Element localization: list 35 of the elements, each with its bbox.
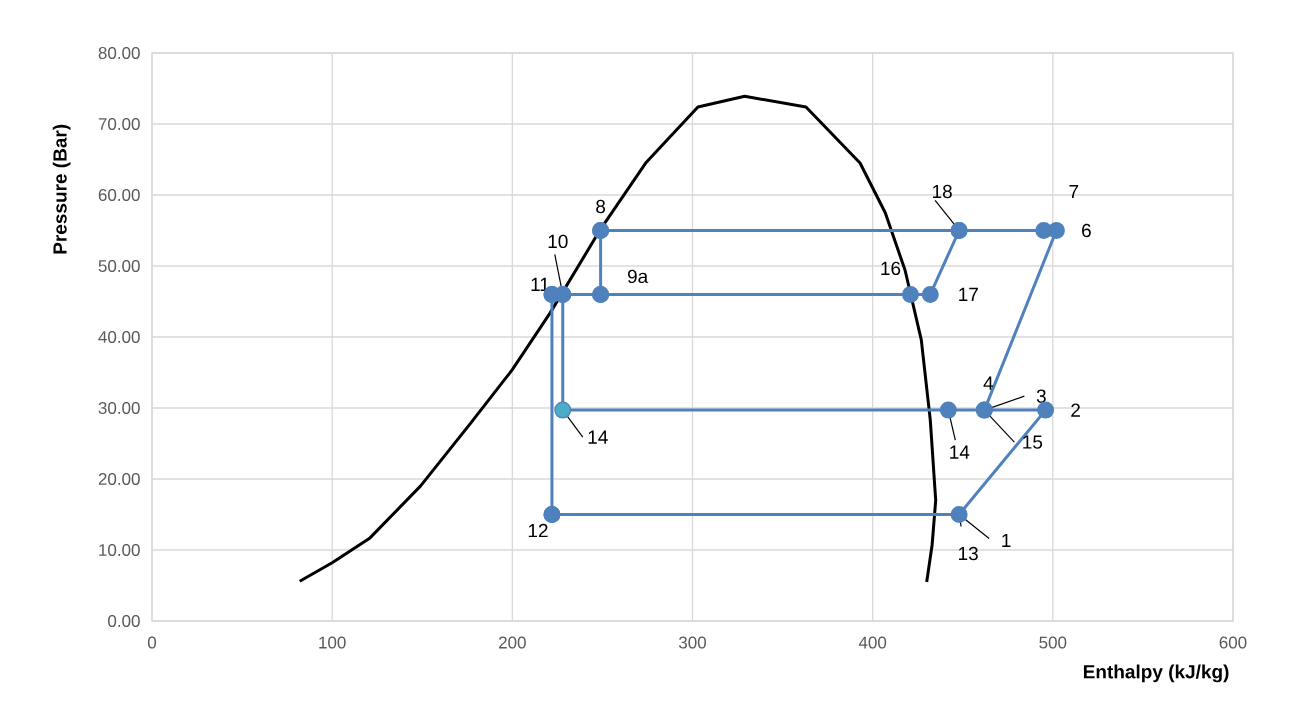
y-tick-label: 50.00: [98, 259, 140, 273]
annotation: 10: [548, 234, 568, 249]
annotation: 3: [1036, 389, 1046, 403]
y-tick-label: 30.00: [98, 401, 140, 415]
y-tick-label: 40.00: [98, 330, 140, 344]
y-tick-label: 60.00: [98, 188, 140, 202]
annotation: 13: [959, 546, 978, 561]
annotation: 14: [950, 445, 970, 459]
x-tick-label: 400: [858, 636, 887, 649]
annotation: 12: [528, 523, 548, 538]
x-tick-label: 0: [147, 636, 157, 649]
x-tick-label: 300: [678, 636, 707, 649]
x-tick-label: 500: [1039, 636, 1067, 649]
x-tick-label: 200: [499, 636, 526, 649]
y-tick-label: 10.00: [99, 543, 140, 557]
annotation: 1: [1002, 533, 1011, 548]
annotation: 7: [1069, 184, 1079, 199]
x-tick-label: 100: [319, 636, 346, 649]
y-tick-label: 0.00: [108, 614, 140, 628]
annotation: 9a: [627, 269, 649, 284]
y-tick-label: 70.00: [98, 117, 140, 131]
annotation: 14: [588, 430, 608, 444]
annotation: 2: [1071, 403, 1080, 417]
annotation: 16: [881, 261, 901, 276]
x-tick-label: 600: [1219, 636, 1247, 649]
annotation: 8: [596, 199, 606, 214]
annotation: 4: [983, 376, 994, 390]
annotation: 17: [959, 287, 978, 301]
y-tick-label: 20.00: [98, 472, 140, 486]
annotation: 18: [933, 184, 952, 199]
y-tick-label: 80.00: [98, 46, 140, 60]
annotation: 6: [1082, 223, 1091, 238]
y-axis-title: Pressure (Bar): [52, 124, 71, 254]
annotation: 15: [1023, 435, 1043, 449]
x-axis-title: Enthalpy (kJ/kg): [1083, 664, 1229, 683]
